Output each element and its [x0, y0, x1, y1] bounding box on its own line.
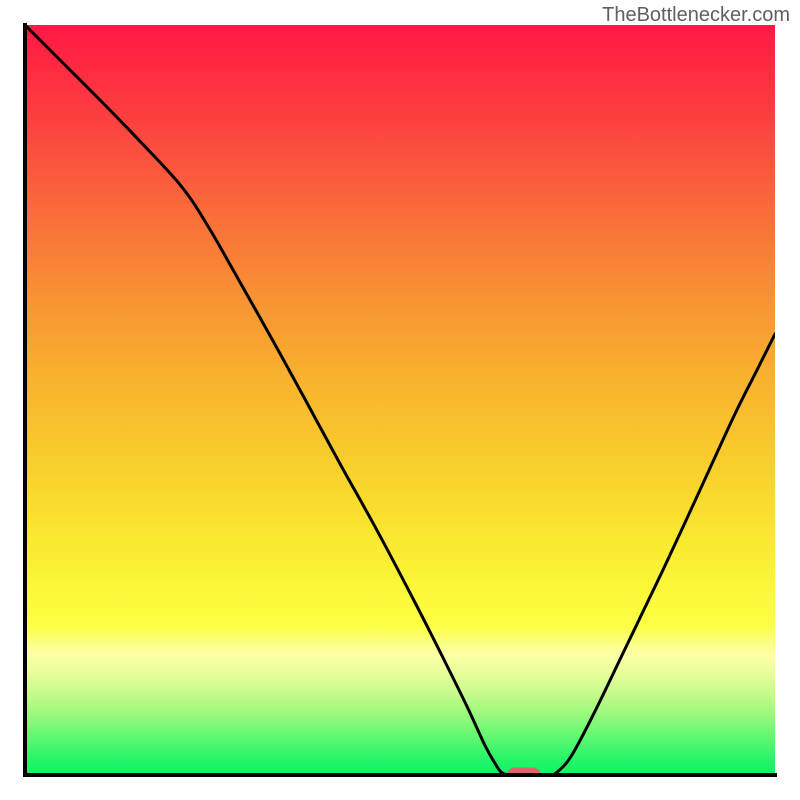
chart-container: TheBottlenecker.com [0, 0, 800, 800]
bottleneck-chart [0, 0, 800, 800]
